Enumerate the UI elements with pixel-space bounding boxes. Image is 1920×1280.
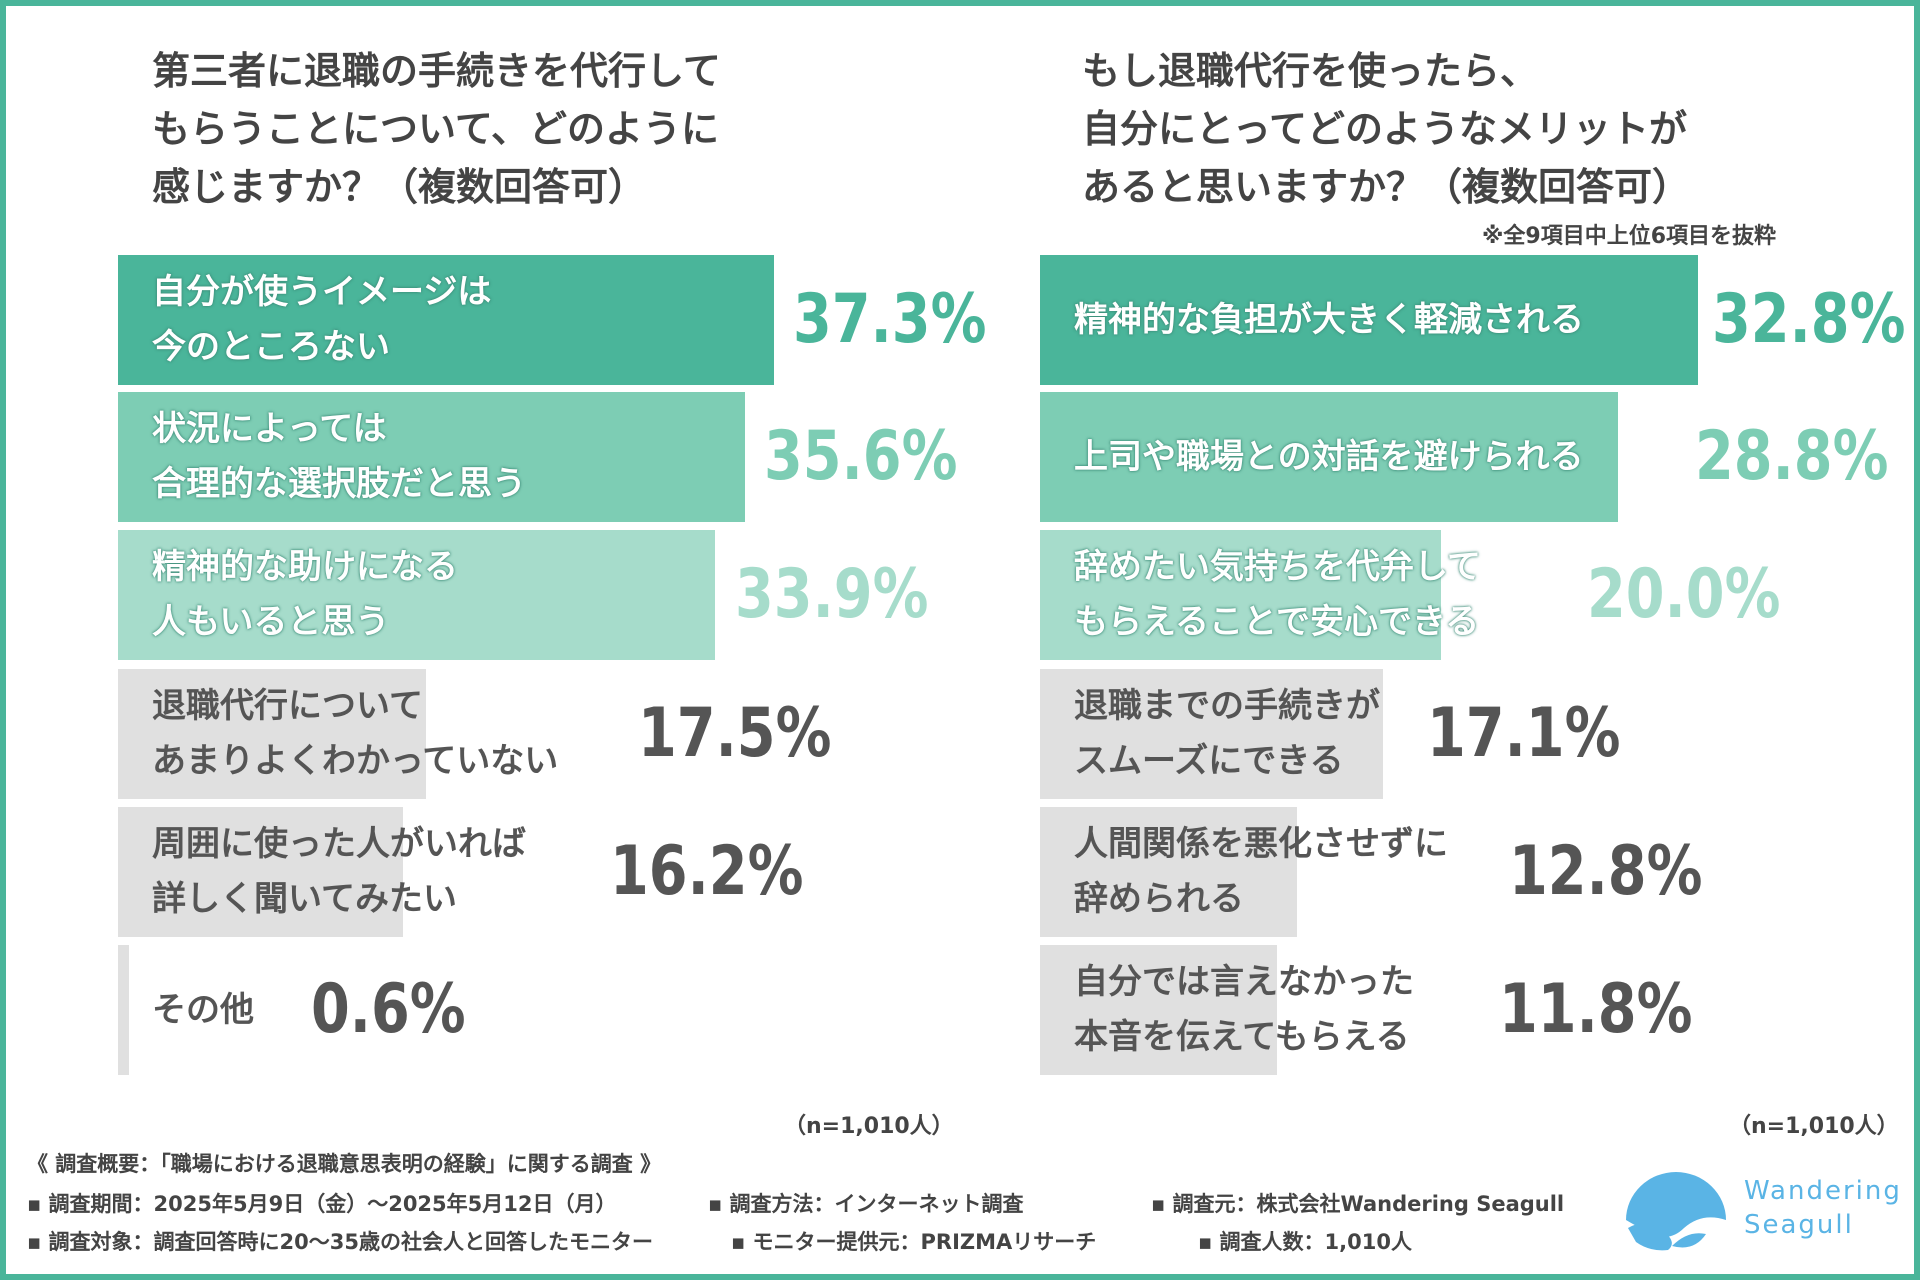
- footer-provider: ▪ モニター提供元：PRIZMAリサーチ: [731, 1230, 1097, 1254]
- title-line: もし退職代行を使ったら、: [1082, 49, 1539, 93]
- label-line: もらえることで安心できる: [1074, 602, 1480, 642]
- footer-heading: 《 調査概要：「職場における退職意思表明の経験」に関する調査 》: [27, 1152, 662, 1176]
- right-value-label: 28.8%: [1695, 417, 1889, 496]
- right-bar-label: 自分では言えなかった 本音を伝えてもらえる: [1074, 945, 1414, 1075]
- right-bar-5: [1040, 807, 1297, 937]
- left-chart-title: 第三者に退職の手続きを代行して もらうことについて、どのように 感じますか？（複…: [152, 42, 721, 216]
- label-line: 退職代行について: [152, 686, 423, 726]
- logo-text-line1: Wandering: [1744, 1176, 1902, 1206]
- left-bar-1: [118, 255, 775, 385]
- label-line: 詳しく聞いてみたい: [152, 879, 457, 919]
- label-line: 辞められる: [1074, 879, 1244, 919]
- right-bar-label: 退職までの手続きが スムーズにできる: [1074, 669, 1380, 799]
- left-bar-label: 状況によっては合理的な選択肢だと思う: [152, 392, 526, 522]
- title-line: 感じますか？（複数回答可）: [152, 165, 647, 209]
- footer-count: ▪ 調査人数：1,010人: [1198, 1230, 1412, 1254]
- right-value-label: 20.0%: [1587, 555, 1781, 634]
- label-line: 退職までの手続きが: [1074, 686, 1380, 726]
- right-bar-3: [1040, 530, 1442, 660]
- left-value-label: 35.6%: [764, 417, 958, 496]
- left-bar-label: 自分が使うイメージは 今のところない: [152, 255, 491, 385]
- right-chart-note: ※全9項目中上位6項目を抜粋: [1482, 224, 1777, 249]
- right-value-label: 11.8%: [1499, 970, 1693, 1049]
- left-bar-6: [118, 945, 129, 1075]
- label-line: 自分では言えなかった: [1074, 962, 1414, 1002]
- logo-text-line2: Seagull: [1744, 1210, 1854, 1240]
- right-bar-label: 人間関係を悪化させずに 辞められる: [1074, 807, 1448, 937]
- title-line: もらうことについて、どのように: [152, 107, 719, 151]
- left-bar-label: その他: [152, 945, 254, 1075]
- left-value-label: 16.2%: [610, 832, 804, 911]
- right-bar-2: [1040, 392, 1618, 522]
- wandering-seagull-logo-icon: [1626, 1172, 1726, 1251]
- right-value-label: 12.8%: [1509, 832, 1703, 911]
- label-line: あまりよくわかっていない: [152, 741, 559, 781]
- label-line: 今のところない: [152, 327, 390, 367]
- left-bar-label: 精神的な助けになる 人もいると思う: [152, 530, 458, 660]
- right-bar-1: [1040, 255, 1698, 385]
- label-line: 精神的な負担が大きく軽減される: [1074, 299, 1584, 340]
- label-line: 人間関係を悪化させずに: [1074, 824, 1448, 864]
- label-line: その他: [152, 989, 254, 1030]
- label-line: 状況によっては: [152, 409, 387, 449]
- left-bar-2: [118, 392, 745, 522]
- label-line: 合理的な選択肢だと思う: [152, 464, 526, 504]
- left-bar-label: 退職代行についてあまりよくわかっていない: [152, 669, 558, 799]
- right-bar-6: [1040, 945, 1277, 1075]
- left-value-label: 37.3%: [793, 280, 987, 359]
- label-line: 周囲に使った人がいれば: [152, 824, 526, 864]
- right-bar-label: 精神的な負担が大きく軽減される: [1074, 255, 1584, 385]
- footer-period: ▪ 調査期間：2025年5月9日（金）～2025年5月12日（月）: [27, 1192, 617, 1216]
- label-line: 辞めたい気持ちを代弁して: [1074, 547, 1481, 587]
- right-value-label: 32.8%: [1712, 280, 1906, 359]
- right-value-label: 17.1%: [1427, 694, 1621, 773]
- title-line: あると思いますか？（複数回答可）: [1082, 165, 1691, 209]
- left-value-label: 33.9%: [735, 555, 929, 634]
- right-sample-size: （n=1,010人）: [1729, 1114, 1899, 1139]
- title-line: 第三者に退職の手続きを代行して: [152, 49, 721, 93]
- label-line: スムーズにできる: [1074, 741, 1344, 781]
- label-line: 本音を伝えてもらえる: [1074, 1017, 1410, 1057]
- label-line: 精神的な助けになる: [152, 547, 458, 587]
- left-sample-size: （n=1,010人）: [784, 1114, 954, 1139]
- label-line: 上司や職場との対話を避けられる: [1074, 436, 1584, 477]
- left-bar-4: [118, 669, 426, 799]
- title-line: 自分にとってどのようなメリットが: [1082, 107, 1687, 151]
- right-chart-title: もし退職代行を使ったら、 自分にとってどのようなメリットが あると思いますか？（…: [1082, 42, 1690, 216]
- label-line: 自分が使うイメージは: [152, 272, 492, 312]
- left-bar-3: [118, 530, 715, 660]
- left-value-label: 0.6%: [311, 970, 466, 1049]
- label-line: 人もいると思う: [152, 602, 390, 642]
- footer-target: ▪ 調査対象：調査回答時に20～35歳の社会人と回答したモニター: [27, 1230, 653, 1254]
- footer-source: ▪ 調査元：株式会社Wandering Seagull: [1151, 1192, 1565, 1216]
- left-value-label: 17.5%: [638, 694, 832, 773]
- right-bar-4: [1040, 669, 1384, 799]
- left-bar-label: 周囲に使った人がいれば 詳しく聞いてみたい: [152, 807, 526, 937]
- right-bar-label: 上司や職場との対話を避けられる: [1074, 392, 1584, 522]
- footer-method: ▪ 調査方法：インターネット調査: [708, 1192, 1024, 1216]
- right-bar-label: 辞めたい気持ちを代弁して もらえることで安心できる: [1074, 530, 1481, 660]
- left-bar-5: [118, 807, 404, 937]
